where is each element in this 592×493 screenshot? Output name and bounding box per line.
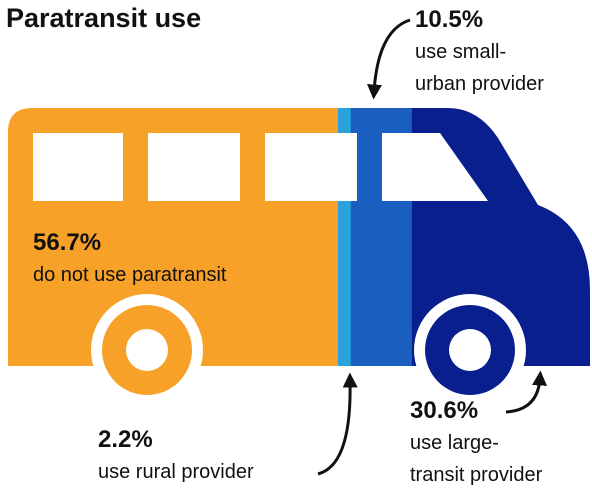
window	[33, 133, 123, 201]
chart: Paratransit use 56.7% do not use paratran…	[0, 0, 592, 493]
category-label: use large-	[410, 432, 499, 454]
category-label: transit provider	[410, 464, 543, 486]
value-label: 10.5%	[415, 6, 483, 33]
arrow	[318, 380, 350, 474]
value-label: 2.2%	[98, 426, 153, 453]
window	[148, 133, 240, 201]
value-label: 56.7%	[33, 229, 101, 256]
category-label: use small-	[415, 41, 506, 63]
arrow	[374, 20, 410, 92]
value-label: 30.6%	[410, 397, 478, 424]
chart-title: Paratransit use	[6, 3, 201, 33]
window	[265, 133, 357, 201]
category-label: do not use paratransit	[33, 264, 227, 286]
category-label: use rural provider	[98, 461, 254, 483]
wheel-hub	[449, 329, 491, 371]
wheel-hub	[126, 329, 168, 371]
category-label: urban provider	[415, 73, 544, 95]
